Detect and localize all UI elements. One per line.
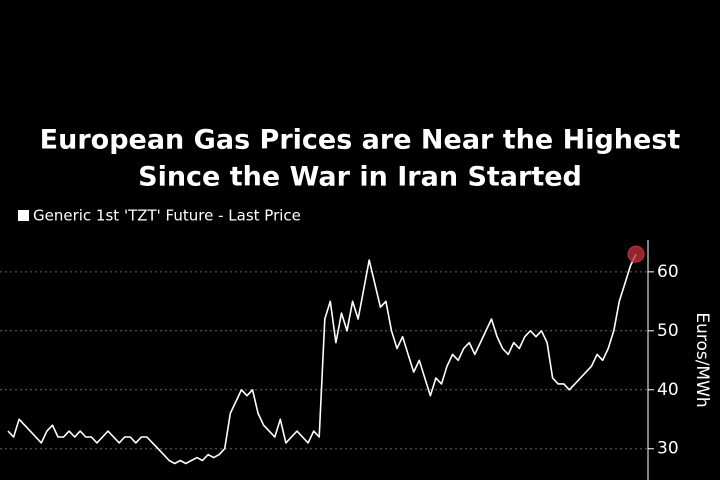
last-price-marker xyxy=(627,245,645,263)
legend-label: Generic 1st 'TZT' Future - Last Price xyxy=(33,207,301,225)
legend-swatch xyxy=(18,210,29,221)
y-axis-label: Euros/MWh xyxy=(692,312,712,407)
price-line xyxy=(7,253,637,465)
y-tick-label: 30 xyxy=(657,439,679,459)
y-tick-label: 60 xyxy=(657,262,679,282)
y-tick-label: 40 xyxy=(657,380,679,400)
y-tick-label: 50 xyxy=(657,321,679,341)
chart-title: European Gas Prices are Near the Highest xyxy=(40,125,681,156)
chart-title: Since the War in Iran Started xyxy=(138,162,582,193)
